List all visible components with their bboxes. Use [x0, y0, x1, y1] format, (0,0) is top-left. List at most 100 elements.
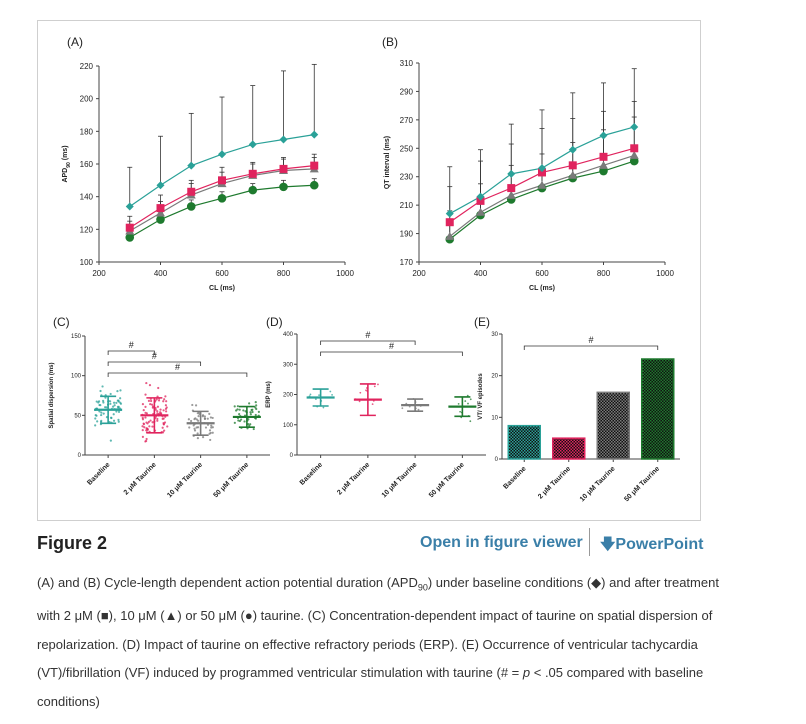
y-tick-label: 230 [400, 173, 414, 182]
data-point [196, 437, 199, 440]
data-point [145, 437, 148, 441]
download-arrow-icon: 🡇 [600, 536, 616, 553]
x-category-label: 50 μM Taurine [212, 461, 250, 499]
data-point [109, 392, 112, 396]
data-point [165, 406, 168, 409]
data-point [144, 416, 147, 419]
data-point [211, 431, 214, 434]
data-point [116, 399, 119, 402]
data-point [257, 410, 260, 413]
data-point [599, 166, 608, 176]
data-point [186, 202, 196, 211]
data-point [206, 417, 209, 420]
data-point [99, 420, 103, 423]
data-point [238, 408, 241, 411]
x-category-label: Baseline [299, 461, 324, 486]
data-point [161, 431, 165, 434]
data-point [568, 145, 577, 154]
significance-label: # [129, 340, 134, 350]
data-point [104, 406, 107, 409]
x-tick-label: 800 [277, 269, 291, 278]
bar [596, 391, 630, 460]
y-tick-label: 200 [283, 393, 294, 399]
data-point [104, 396, 107, 399]
significance-label: # [175, 362, 180, 372]
data-point [248, 185, 258, 195]
data-point [151, 405, 155, 408]
data-point [156, 215, 165, 224]
data-point [119, 397, 122, 400]
y-tick-label: 210 [400, 201, 414, 210]
data-point [109, 402, 112, 405]
data-point [144, 411, 147, 414]
panel-letter: (E) [474, 315, 490, 329]
y-tick-label: 120 [80, 225, 94, 234]
significance-bracket [320, 351, 463, 356]
x-category-label: Baseline [86, 461, 111, 486]
data-point [476, 196, 485, 205]
data-point [377, 383, 379, 386]
data-point [150, 403, 154, 406]
powerpoint-link[interactable]: 🡇PowerPoint [600, 534, 703, 559]
data-point [208, 432, 211, 435]
data-point [156, 419, 159, 422]
data-point [279, 182, 288, 192]
significance-label: # [389, 341, 394, 351]
data-point [117, 420, 120, 423]
significance-bracket [320, 340, 416, 345]
data-point [149, 399, 153, 403]
y-tick-label: 150 [71, 334, 82, 340]
data-point [141, 418, 145, 421]
data-point [187, 161, 196, 170]
data-point [331, 393, 333, 396]
data-point [193, 427, 196, 430]
data-point [197, 415, 200, 418]
data-point [359, 391, 362, 394]
figure-panel: (A) 100 120 140 160 180 200 220 200 400 600 800 1000… [37, 20, 701, 521]
data-point [249, 411, 252, 414]
x-axis-label: CL (ms) [209, 285, 235, 292]
data-point [599, 131, 608, 140]
figure-caption: (A) and (B) Cycle-length dependent actio… [37, 569, 737, 716]
y-tick-label: 310 [400, 59, 414, 68]
y-tick-label: 300 [283, 362, 294, 368]
data-point [507, 169, 516, 178]
data-point [165, 400, 168, 403]
data-point [538, 168, 546, 177]
x-category-label: 50 μM Taurine [428, 461, 466, 499]
data-point [144, 405, 147, 408]
open-in-figure-viewer-link[interactable]: Open in figure viewer [420, 534, 583, 551]
y-axis-label: ERP (ms) [266, 381, 272, 408]
data-point [203, 415, 206, 418]
x-category-label: 10 μM Taurine [166, 461, 204, 499]
data-point [195, 426, 198, 429]
data-point [445, 231, 455, 240]
y-axis-label: APD90 (ms) [62, 145, 72, 182]
data-point [201, 415, 204, 418]
data-point [116, 389, 119, 393]
data-point [464, 400, 467, 402]
x-tick-label: 400 [154, 269, 168, 278]
data-point [252, 427, 255, 431]
significance-bracket [523, 345, 659, 350]
data-point [507, 184, 516, 193]
data-point [417, 408, 420, 411]
panel-letter: (B) [382, 35, 398, 49]
data-point [115, 410, 118, 413]
data-point [165, 410, 168, 413]
data-point [365, 389, 367, 392]
data-point [629, 156, 639, 166]
data-point [163, 398, 166, 401]
y-tick-label: 290 [400, 87, 414, 96]
data-point [238, 413, 241, 416]
data-point [142, 408, 145, 412]
data-point [156, 405, 160, 408]
data-point [99, 404, 102, 407]
x-tick-label: 200 [412, 269, 426, 278]
data-point [309, 180, 319, 190]
caption-italic-p: p [522, 665, 531, 681]
data-point [236, 405, 240, 408]
data-point [629, 150, 639, 159]
data-point [94, 424, 97, 427]
data-point [242, 409, 245, 412]
